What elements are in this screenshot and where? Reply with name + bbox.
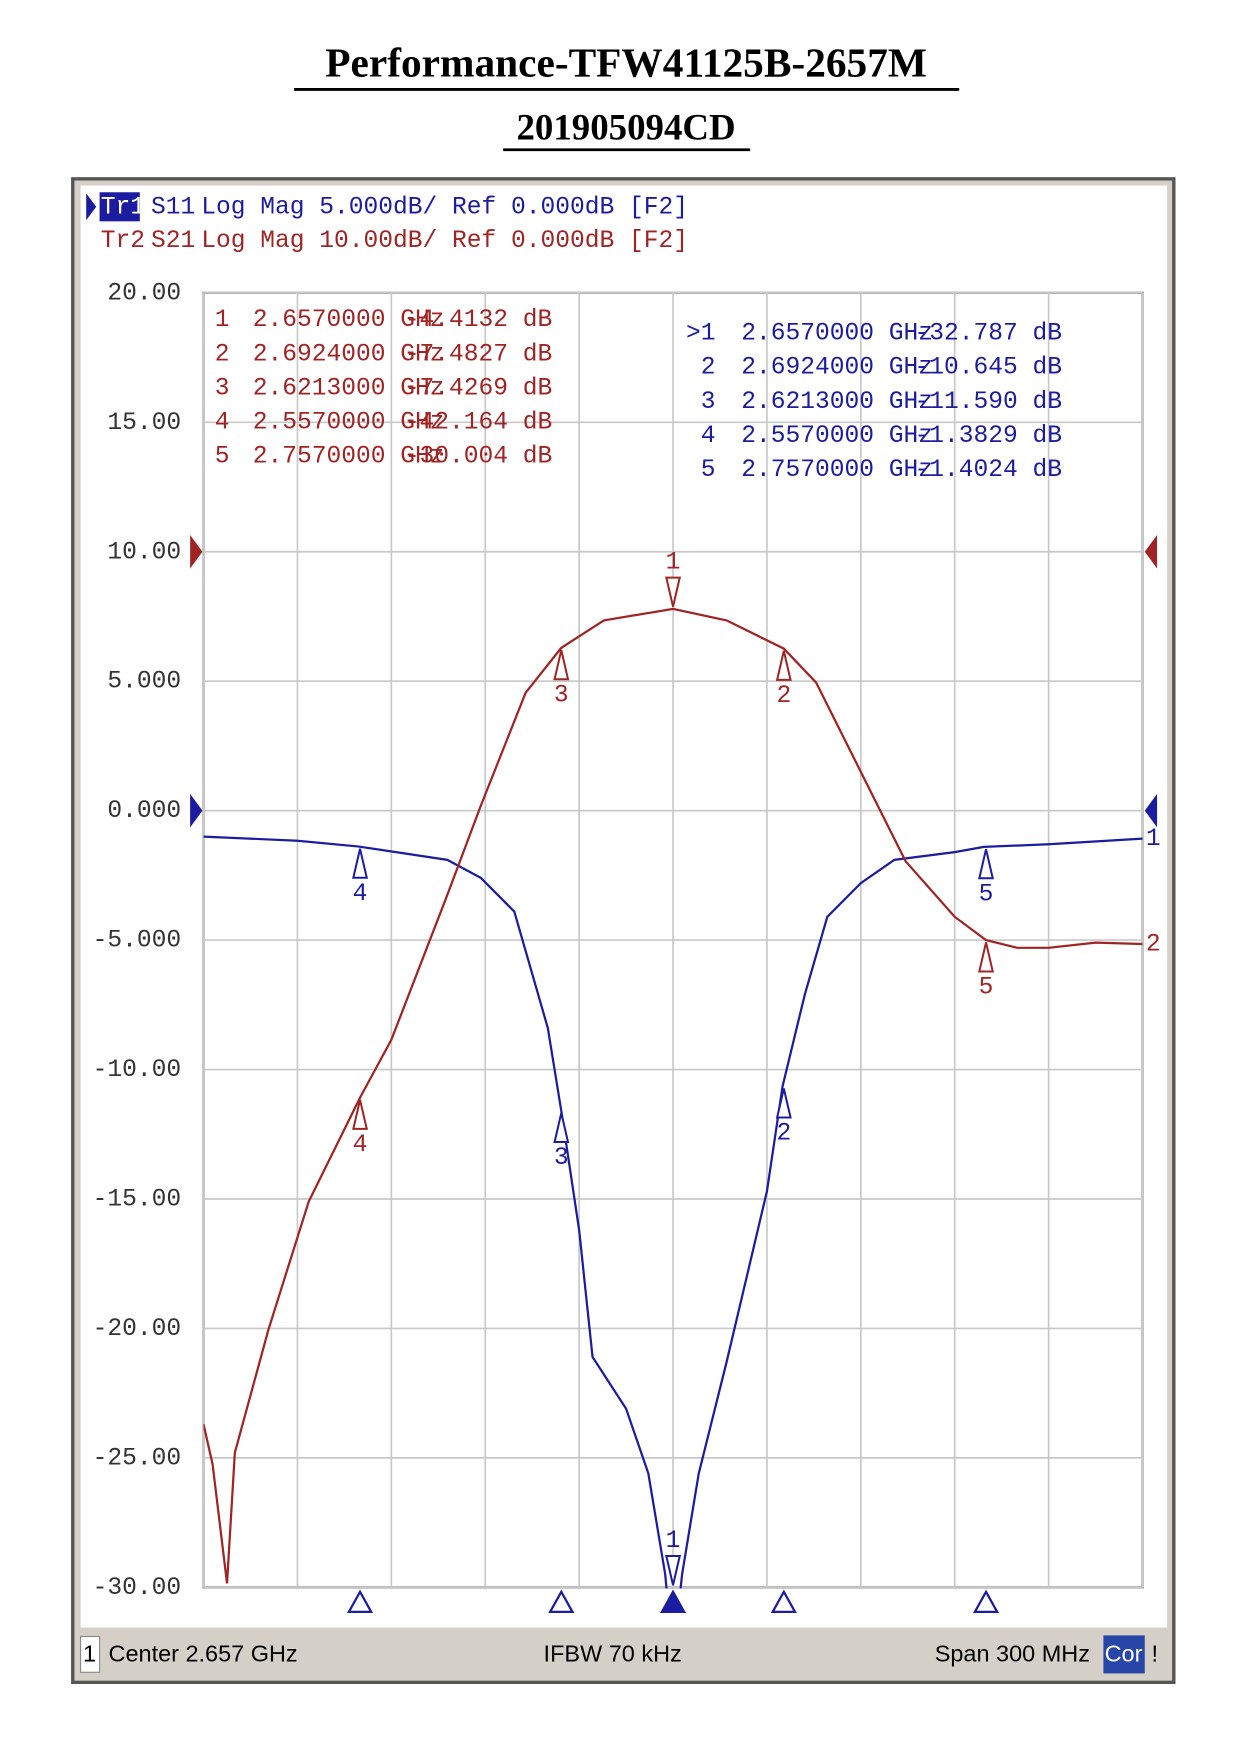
title: Performance-TFW41125B-2657M: [325, 40, 927, 86]
stimulus-marker: [548, 1589, 575, 1614]
marker-number: 4: [215, 409, 230, 436]
trace-tag: Tr1: [101, 194, 145, 221]
marker-value: -32.787 dB: [914, 321, 1061, 348]
marker-frequency: 2.5570000 GHz: [741, 423, 933, 450]
marker-label: 1: [666, 1528, 681, 1555]
marker-value: -42.164 dB: [405, 409, 552, 436]
marker-frequency: 2.6924000 GHz: [253, 341, 445, 368]
y-tick-label: 20.00: [107, 280, 181, 307]
stimulus-marker: [346, 1589, 374, 1614]
trace-name: S21: [151, 228, 195, 255]
trace-end-label: 1: [1146, 826, 1161, 853]
ref-arrow: [190, 534, 203, 569]
chart: 20.00 15.00 10.00 5.000 0.000 -5.000 -10.00 -15…: [78, 192, 1170, 1677]
marker-number: 5: [701, 457, 716, 484]
stimulus-marker: [972, 1589, 1000, 1614]
ifbw: IFBW 70 kHz: [544, 1641, 682, 1667]
marker-value: -4.4132 dB: [405, 307, 552, 334]
cor-box: [1103, 1635, 1145, 1674]
marker-triangle: [665, 1555, 682, 1586]
marker-value: -10.645 dB: [914, 355, 1061, 382]
marker-value: -7.4269 dB: [405, 375, 552, 402]
trace: [203, 835, 1143, 1589]
marker-label: 4: [353, 1132, 368, 1159]
center-frequency: Center 2.657 GHz: [109, 1641, 298, 1667]
y-tick-label: -25.00: [93, 1445, 182, 1472]
y-tick-label: 15.00: [107, 410, 181, 437]
channel-box: [80, 1635, 101, 1673]
trace-tag: Tr2: [101, 228, 145, 255]
marker-frequency: 2.7570000 GHz: [253, 444, 445, 471]
y-tick-label: 5.000: [107, 669, 181, 696]
stimulus-marker: [659, 1589, 687, 1614]
marker-value: -11.590 dB: [914, 389, 1061, 416]
marker-label: 2: [776, 1121, 791, 1148]
marker-triangle: [553, 1112, 570, 1144]
marker-number: 5: [215, 444, 230, 471]
marker-triangle: [352, 848, 369, 879]
display-area: [80, 185, 1168, 1628]
marker-label: 2: [776, 683, 791, 710]
y-tick-label: -30.00: [93, 1575, 182, 1602]
marker-value: -30.004 dB: [405, 444, 552, 471]
channel-number: 1: [83, 1641, 96, 1667]
y-tick-label: -5.000: [93, 928, 182, 955]
cor: Cor: [1105, 1641, 1143, 1667]
marker-number: 3: [215, 375, 230, 402]
marker-label: 3: [554, 682, 569, 709]
marker-triangle: [665, 576, 682, 607]
ref-arrow: [190, 793, 203, 828]
marker-number: 2: [215, 341, 230, 368]
marker-frequency: 2.7570000 GHz: [741, 457, 933, 484]
marker-label: 4: [353, 881, 368, 908]
marker-value: -1.4024 dB: [914, 457, 1061, 484]
y-tick-label: 0.000: [107, 798, 181, 825]
y-tick-label: -20.00: [93, 1316, 182, 1343]
marker-number: 2: [701, 355, 716, 382]
marker-triangle: [775, 1088, 792, 1119]
marker-frequency: 2.6570000 GHz: [741, 321, 933, 348]
marker-number: >1: [686, 321, 716, 348]
marker-frequency: 2.6570000 GHz: [253, 307, 445, 334]
marker-frequency: 2.6213000 GHz: [253, 375, 445, 402]
marker-label: 5: [979, 881, 994, 908]
marker-triangle: [352, 1099, 369, 1130]
marker-number: 4: [701, 423, 716, 450]
marker-label: 5: [979, 975, 994, 1002]
marker-value: -7.4827 dB: [405, 341, 552, 368]
ref-arrow: [1144, 793, 1158, 828]
marker-triangle: [978, 942, 995, 973]
y-tick-label: -15.00: [93, 1186, 182, 1213]
trace-name: S11: [151, 194, 195, 221]
trace-format: Log Mag 10.00dB/ Ref 0.000dB [F2]: [201, 228, 688, 255]
trace: [203, 607, 1143, 1584]
marker-frequency: 2.5570000 GHz: [253, 409, 445, 436]
stimulus-marker: [770, 1589, 797, 1614]
marker-number: 1: [215, 307, 230, 334]
marker-frequency: 2.6213000 GHz: [741, 389, 933, 416]
marker-value: -1.3829 dB: [914, 423, 1061, 450]
flag: !: [1152, 1641, 1159, 1667]
active-arrow: [86, 193, 97, 221]
marker-triangle: [775, 650, 792, 681]
ref-arrow: [1144, 534, 1158, 569]
trace-tag-box: [99, 192, 140, 222]
y-tick-label: -10.00: [93, 1057, 182, 1084]
marker-number: 3: [701, 389, 716, 416]
marker-frequency: 2.6924000 GHz: [741, 355, 933, 382]
span: Span 300 MHz: [935, 1641, 1090, 1667]
marker-triangle: [553, 649, 570, 681]
marker-label: 3: [554, 1145, 569, 1172]
subtitle: 201905094CD: [516, 106, 735, 147]
marker-label: 1: [666, 549, 681, 576]
marker-triangle: [978, 848, 995, 880]
trace-end-label: 2: [1146, 931, 1161, 958]
status-bar: [78, 1632, 1170, 1677]
trace-format: Log Mag 5.000dB/ Ref 0.000dB [F2]: [201, 194, 688, 221]
y-tick-label: 10.00: [107, 539, 181, 566]
